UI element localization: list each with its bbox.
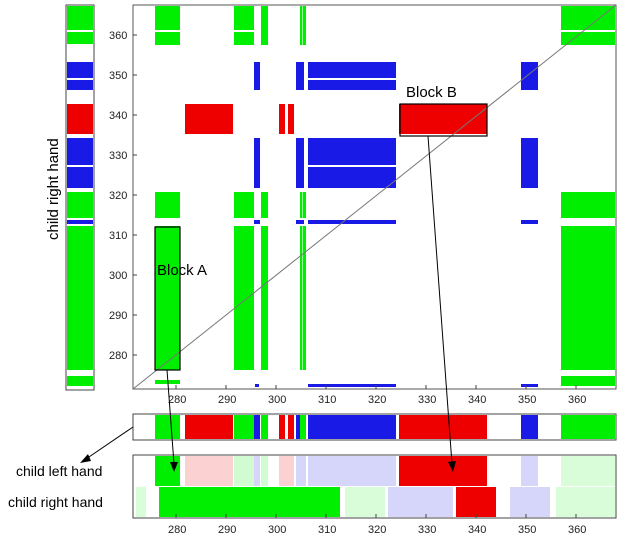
arrow-head bbox=[80, 454, 91, 463]
x-tick-label: 320 bbox=[368, 394, 386, 406]
y-tick-label: 350 bbox=[109, 70, 127, 82]
y-tick-label: 330 bbox=[109, 150, 127, 162]
x-tick-label: 350 bbox=[518, 394, 536, 406]
block-b-arrow-head bbox=[448, 461, 456, 472]
y-tick-label: 360 bbox=[109, 30, 127, 42]
y-tick-label: 280 bbox=[109, 350, 127, 362]
block-a-label: Block A bbox=[157, 262, 207, 279]
block-b-arrow bbox=[427, 135, 453, 465]
x-tick-label: 300 bbox=[268, 394, 286, 406]
y-axis-label: child right hand bbox=[45, 138, 62, 240]
arrow-to-bottom-panel bbox=[85, 426, 134, 460]
bottom-x-tick-label: 290 bbox=[218, 524, 236, 536]
row-label-left-hand: child left hand bbox=[16, 463, 102, 479]
main-y-axis: 360 350 340 330 320 310 300 290 280 bbox=[109, 30, 137, 362]
block-b-label: Block B bbox=[406, 84, 457, 101]
bottom-x-tick-label: 300 bbox=[268, 524, 286, 536]
x-tick-label: 340 bbox=[468, 394, 486, 406]
y-tick-label: 320 bbox=[109, 190, 127, 202]
y-tick-label: 300 bbox=[109, 270, 127, 282]
y-tick-label: 340 bbox=[109, 110, 127, 122]
x-tick-label: 360 bbox=[568, 394, 586, 406]
main-x-axis: 280 290 300 310 320 330 340 350 360 bbox=[168, 385, 586, 406]
bottom-x-tick-label: 360 bbox=[568, 524, 586, 536]
block-b-box bbox=[399, 103, 488, 137]
left-vertical-strip bbox=[65, 4, 95, 391]
block-a-arrow bbox=[166, 369, 175, 465]
x-tick-label: 330 bbox=[418, 394, 436, 406]
x-tick-label: 310 bbox=[318, 394, 336, 406]
bottom-x-tick-label: 340 bbox=[468, 524, 486, 536]
x-tick-label: 290 bbox=[218, 394, 236, 406]
middle-horizontal-strip bbox=[132, 413, 617, 441]
bottom-x-tick-label: 310 bbox=[318, 524, 336, 536]
bottom-x-tick-label: 330 bbox=[418, 524, 436, 536]
y-tick-label: 310 bbox=[109, 230, 127, 242]
y-tick-label: 290 bbox=[109, 310, 127, 322]
block-a-arrow-head bbox=[170, 462, 178, 472]
bottom-x-tick-label: 280 bbox=[168, 524, 186, 536]
bottom-x-tick-label: 350 bbox=[518, 524, 536, 536]
x-tick-label: 280 bbox=[168, 394, 186, 406]
main-plot: Block A Block B bbox=[132, 4, 617, 390]
bottom-x-tick-label: 320 bbox=[368, 524, 386, 536]
bottom-panel: child left hand child right hand 280 290… bbox=[8, 454, 617, 536]
row-label-right-hand: child right hand bbox=[8, 494, 103, 510]
